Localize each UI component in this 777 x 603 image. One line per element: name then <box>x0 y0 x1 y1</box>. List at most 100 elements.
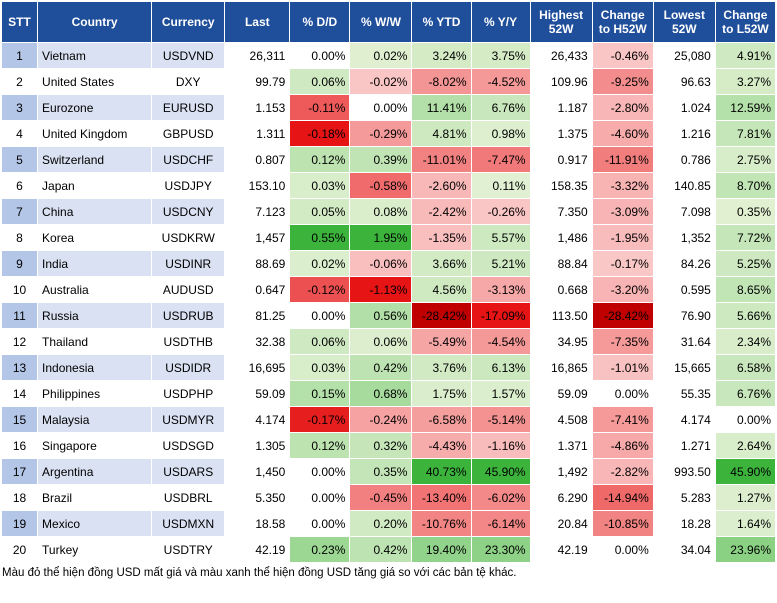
table-row: 17 Argentina USDARS 1,450 0.00% 0.35% 40.73% 45… <box>0 458 777 485</box>
value-cell: -2.60% <box>411 172 472 199</box>
value-cell: 1.95% <box>349 224 413 251</box>
value-cell: -7.35% <box>591 328 654 355</box>
country: Singapore <box>37 432 153 459</box>
value-cell: 5.57% <box>470 224 531 251</box>
value-cell: 6.290 <box>529 484 593 511</box>
value-cell: 1.27% <box>714 484 777 511</box>
currency: USDVND <box>151 42 226 69</box>
value-cell: 1.153 <box>224 94 291 121</box>
value-cell: 1,457 <box>224 224 291 251</box>
value-cell: 3.27% <box>714 68 777 95</box>
currency: USDPHP <box>151 380 226 407</box>
value-cell: 23.30% <box>470 536 531 563</box>
value-cell: 2.64% <box>714 432 777 459</box>
value-cell: -0.17% <box>289 406 351 433</box>
value-cell: 0.00% <box>289 302 351 329</box>
value-cell: 11.41% <box>411 94 472 121</box>
currency: USDRUB <box>151 302 226 329</box>
value-cell: 59.09 <box>224 380 291 407</box>
value-cell: 0.08% <box>349 198 413 225</box>
value-cell: -8.02% <box>411 68 472 95</box>
table-row: 3 Eurozone EURUSD 1.153 -0.11% 0.00% 11.41% 6.7… <box>0 94 777 121</box>
value-cell: 0.06% <box>289 68 351 95</box>
value-cell: 42.19 <box>529 536 593 563</box>
column-header: Lowest 52W <box>652 1 716 43</box>
value-cell: 0.39% <box>349 146 413 173</box>
value-cell: 5.283 <box>652 484 716 511</box>
value-cell: 0.647 <box>224 276 291 303</box>
value-cell: 19.40% <box>411 536 472 563</box>
value-cell: 0.15% <box>289 380 351 407</box>
row-number: 20 <box>0 536 39 563</box>
value-cell: 7.350 <box>529 198 593 225</box>
value-cell: -0.26% <box>470 198 531 225</box>
row-number: 8 <box>0 224 39 251</box>
currency: USDCHF <box>151 146 226 173</box>
value-cell: 31.64 <box>652 328 716 355</box>
value-cell: -7.47% <box>470 146 531 173</box>
value-cell: 0.595 <box>652 276 716 303</box>
value-cell: 0.11% <box>470 172 531 199</box>
value-cell: 88.84 <box>529 250 593 277</box>
table-row: 10 Australia AUDUSD 0.647 -0.12% -1.13% 4.56% -… <box>0 276 777 303</box>
value-cell: -1.16% <box>470 432 531 459</box>
currency: USDINR <box>151 250 226 277</box>
value-cell: -0.11% <box>289 94 351 121</box>
value-cell: 1,450 <box>224 458 291 485</box>
value-cell: 993.50 <box>652 458 716 485</box>
currency: GBPUSD <box>151 120 226 147</box>
value-cell: 4.174 <box>652 406 716 433</box>
table-row: 6 Japan USDJPY 153.10 0.03% -0.58% -2.60% 0.11%… <box>0 172 777 199</box>
currency: USDSGD <box>151 432 226 459</box>
value-cell: 0.807 <box>224 146 291 173</box>
column-header: STT <box>0 1 39 43</box>
value-cell: 7.72% <box>714 224 777 251</box>
currency: USDBRL <box>151 484 226 511</box>
value-cell: 0.35% <box>714 198 777 225</box>
value-cell: -0.45% <box>349 484 413 511</box>
column-header: Change to H52W <box>591 1 654 43</box>
value-cell: -28.42% <box>591 302 654 329</box>
value-cell: 3.75% <box>470 42 531 69</box>
value-cell: 0.00% <box>591 536 654 563</box>
value-cell: 1.024 <box>652 94 716 121</box>
value-cell: -17.09% <box>470 302 531 329</box>
value-cell: 1.64% <box>714 510 777 537</box>
value-cell: 0.00% <box>714 406 777 433</box>
value-cell: 6.76% <box>714 380 777 407</box>
value-cell: 5.350 <box>224 484 291 511</box>
value-cell: 18.58 <box>224 510 291 537</box>
currency: USDJPY <box>151 172 226 199</box>
row-number: 18 <box>0 484 39 511</box>
currency: USDMXN <box>151 510 226 537</box>
country: Malaysia <box>37 406 153 433</box>
fx-table: STT Country Currency Last% D/D% W/W% YTD% Y… <box>0 1 777 563</box>
column-header: Country <box>37 1 153 43</box>
value-cell: 55.35 <box>652 380 716 407</box>
row-number: 6 <box>0 172 39 199</box>
column-header: Highest 52W <box>529 1 593 43</box>
value-cell: 0.02% <box>349 42 413 69</box>
footnote: Màu đỏ thể hiện đồng USD mất giá và màu … <box>2 567 517 579</box>
country: Mexico <box>37 510 153 537</box>
value-cell: -4.52% <box>470 68 531 95</box>
value-cell: 76.90 <box>652 302 716 329</box>
table-row: 15 Malaysia USDMYR 4.174 -0.17% -0.24% -6.58% -… <box>0 406 777 433</box>
value-cell: 12.59% <box>714 94 777 121</box>
value-cell: 0.98% <box>470 120 531 147</box>
value-cell: -2.42% <box>411 198 472 225</box>
value-cell: 8.70% <box>714 172 777 199</box>
header-row: STT Country Currency Last% D/D% W/W% YTD% Y… <box>0 1 777 43</box>
value-cell: 4.174 <box>224 406 291 433</box>
value-cell: 0.12% <box>289 146 351 173</box>
value-cell: 2.34% <box>714 328 777 355</box>
currency: USDIDR <box>151 354 226 381</box>
value-cell: 153.10 <box>224 172 291 199</box>
value-cell: 34.04 <box>652 536 716 563</box>
value-cell: 26,433 <box>529 42 593 69</box>
value-cell: 4.56% <box>411 276 472 303</box>
column-header: % W/W <box>349 1 413 43</box>
value-cell: 3.66% <box>411 250 472 277</box>
currency: EURUSD <box>151 94 226 121</box>
value-cell: -4.43% <box>411 432 472 459</box>
